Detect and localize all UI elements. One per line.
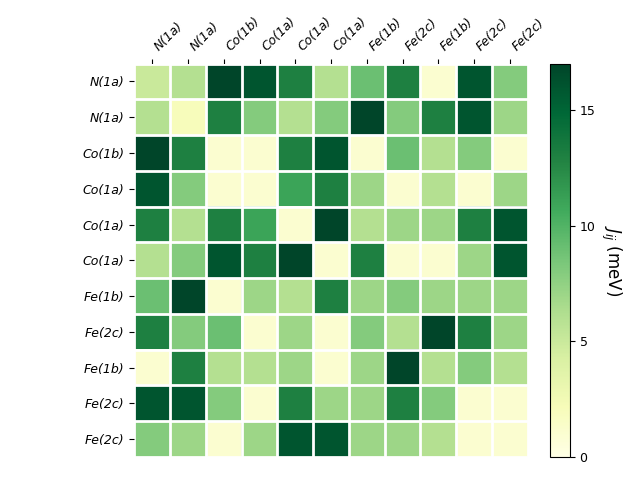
Y-axis label: $J_{ij}$ (meV): $J_{ij}$ (meV) bbox=[599, 225, 623, 296]
